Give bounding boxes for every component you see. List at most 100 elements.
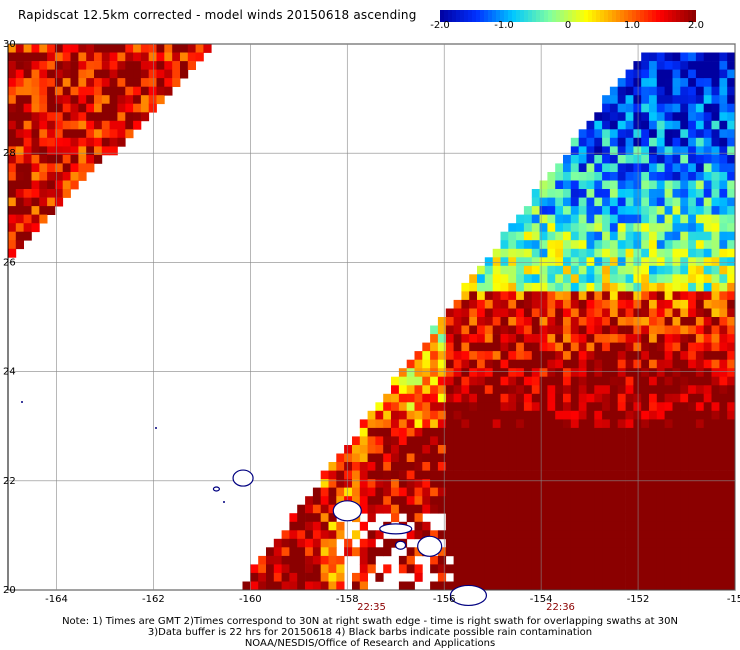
wind-cell: [563, 377, 571, 386]
wind-cell: [641, 419, 649, 428]
wind-cell: [712, 87, 720, 96]
wind-cell: [485, 283, 493, 292]
wind-cell: [547, 411, 555, 420]
wind-cell: [688, 206, 696, 215]
wind-cell: [610, 343, 618, 352]
wind-cell: [610, 556, 618, 565]
wind-cell: [649, 334, 657, 343]
wind-cell: [704, 479, 712, 488]
wind-cell: [86, 155, 94, 164]
wind-cell: [485, 547, 493, 556]
wind-cell: [579, 419, 587, 428]
wind-cell: [485, 462, 493, 471]
wind-cell: [469, 488, 477, 497]
wind-cell: [461, 471, 469, 480]
wind-cell: [633, 496, 641, 505]
wind-cell: [63, 87, 71, 96]
wind-cell: [391, 488, 399, 497]
wind-cell: [696, 317, 704, 326]
wind-cell: [712, 274, 720, 283]
wind-cell: [587, 343, 595, 352]
wind-cell: [680, 53, 688, 62]
wind-cell: [626, 257, 634, 266]
wind-cell: [657, 104, 665, 113]
wind-cell: [673, 582, 681, 591]
wind-cell: [493, 411, 501, 420]
wind-cell: [501, 300, 509, 309]
wind-cell: [665, 496, 673, 505]
wind-cell: [626, 496, 634, 505]
wind-cell: [555, 249, 563, 258]
wind-cell: [555, 257, 563, 266]
wind-cell: [618, 257, 626, 266]
wind-cell: [704, 530, 712, 539]
wind-cell: [704, 223, 712, 232]
wind-cell: [712, 206, 720, 215]
wind-cell: [594, 257, 602, 266]
wind-cell: [375, 428, 383, 437]
wind-cell: [649, 129, 657, 138]
wind-cell: [641, 377, 649, 386]
wind-cell: [680, 172, 688, 181]
island-outline: [233, 470, 253, 486]
wind-cell: [102, 129, 110, 138]
wind-cell: [649, 454, 657, 463]
wind-cell: [555, 445, 563, 454]
wind-cell: [415, 505, 423, 514]
wind-cell: [610, 266, 618, 275]
wind-cell: [641, 206, 649, 215]
wind-cell: [55, 87, 63, 96]
wind-cell: [727, 530, 735, 539]
wind-cell: [39, 163, 47, 172]
wind-cell: [610, 411, 618, 420]
wind-cell: [532, 223, 540, 232]
wind-cell: [665, 155, 673, 164]
wind-cell: [415, 462, 423, 471]
wind-cell: [727, 309, 735, 318]
wind-cell: [407, 462, 415, 471]
wind-cell: [610, 309, 618, 318]
wind-cell: [508, 351, 516, 360]
wind-cell: [665, 505, 673, 514]
wind-cell: [719, 343, 727, 352]
lon-tick-label: -15: [727, 594, 740, 605]
wind-cell: [626, 539, 634, 548]
wind-cell: [422, 505, 430, 514]
wind-cell: [399, 445, 407, 454]
wind-cell: [516, 249, 524, 258]
wind-cell: [180, 53, 188, 62]
wind-cell: [563, 291, 571, 300]
wind-cell: [446, 564, 454, 573]
wind-cell: [16, 240, 24, 249]
wind-cell: [16, 78, 24, 87]
wind-cell: [430, 556, 438, 565]
wind-cell: [665, 582, 673, 591]
wind-cell: [415, 564, 423, 573]
wind-cell: [704, 87, 712, 96]
wind-cell: [673, 249, 681, 258]
wind-cell: [649, 573, 657, 582]
wind-cell: [610, 334, 618, 343]
wind-cell: [329, 479, 337, 488]
wind-cell: [63, 95, 71, 104]
wind-cell: [680, 300, 688, 309]
wind-cell: [297, 530, 305, 539]
wind-cell: [305, 505, 313, 514]
wind-cell: [657, 547, 665, 556]
wind-cell: [696, 87, 704, 96]
wind-cell: [133, 61, 141, 70]
wind-cell: [673, 522, 681, 531]
wind-cell: [71, 163, 79, 172]
wind-cell: [516, 240, 524, 249]
wind-cell: [524, 215, 532, 224]
wind-cell: [110, 121, 118, 130]
wind-cell: [430, 394, 438, 403]
wind-cell: [415, 419, 423, 428]
wind-cell: [641, 479, 649, 488]
wind-cell: [555, 334, 563, 343]
wind-cell: [493, 471, 501, 480]
wind-cell: [16, 206, 24, 215]
wind-cell: [712, 360, 720, 369]
wind-cell: [540, 513, 548, 522]
wind-cell: [571, 513, 579, 522]
